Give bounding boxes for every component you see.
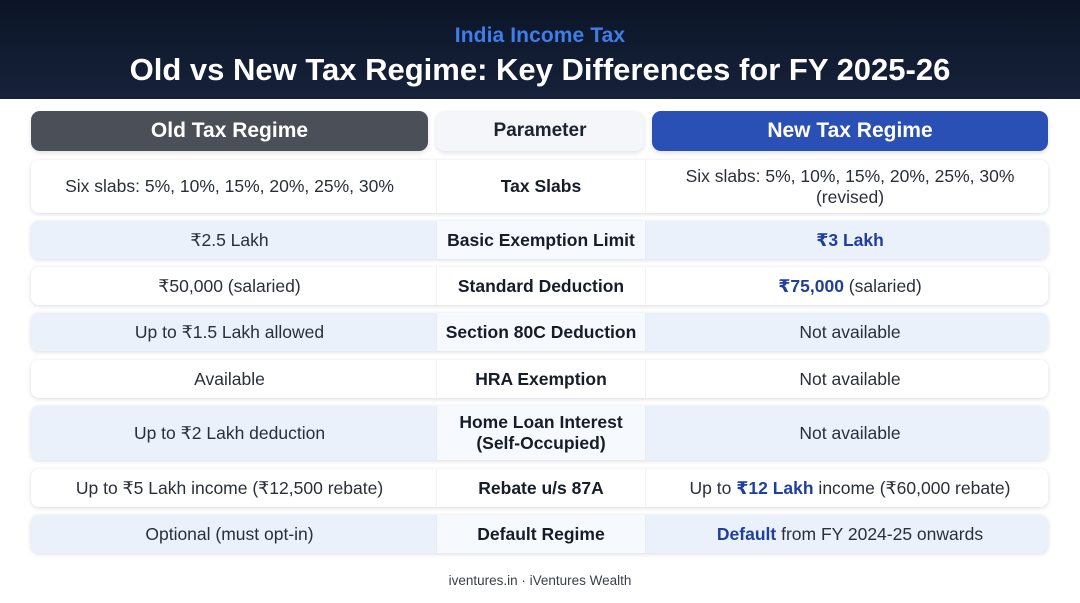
column-header-old-regime: Old Tax Regime bbox=[31, 111, 428, 151]
parameter-cell: Standard Deduction bbox=[436, 267, 646, 305]
footer-credit: iventures.in · iVentures Wealth bbox=[448, 573, 632, 588]
parameter-cell: Rebate u/s 87A bbox=[436, 469, 646, 507]
old-regime-cell: ₹50,000 (salaried) bbox=[158, 275, 301, 296]
new-regime-highlight: Default bbox=[716, 523, 777, 544]
old-regime-cell: Up to ₹5 Lakh income (₹12,500 rebate) bbox=[75, 477, 384, 498]
new-regime-cell: Six slabs: 5%, 10%, 15%, 20%, 25%, 30% (… bbox=[652, 160, 1048, 213]
new-regime-text: Up to ₹12 Lakh income (₹60,000 rebate) bbox=[690, 478, 1011, 499]
parameter-cell: Home Loan Interest (Self-Occupied) bbox=[436, 406, 646, 460]
new-regime-text-post: income (₹60,000 rebate) bbox=[813, 477, 1011, 498]
new-regime-cell: Default from FY 2024-25 onwards bbox=[652, 515, 1048, 553]
old-regime-cell: Available bbox=[194, 368, 265, 389]
new-regime-cell: Not available bbox=[652, 360, 1048, 398]
new-regime-highlight: ₹3 Lakh bbox=[816, 229, 884, 250]
new-regime-cell: Not available bbox=[652, 406, 1048, 460]
page-title: Old vs New Tax Regime: Key Differences f… bbox=[129, 52, 951, 87]
new-regime-text: Not available bbox=[799, 369, 900, 390]
new-regime-text-post: from FY 2024-25 onwards bbox=[776, 523, 984, 544]
new-regime-highlight: ₹12 Lakh bbox=[736, 477, 814, 498]
new-regime-text-post: (salaried) bbox=[843, 275, 922, 296]
parameter-text: Home Loan Interest (Self-Occupied) bbox=[459, 412, 623, 453]
old-regime-cell: ₹2.5 Lakh bbox=[190, 229, 269, 250]
parameter-cell: Default Regime bbox=[436, 515, 646, 553]
new-regime-text-pre: Up to bbox=[689, 477, 737, 498]
new-regime-text-pre: Not available bbox=[799, 321, 901, 342]
new-regime-text: Default from FY 2024-25 onwards bbox=[717, 524, 983, 545]
parameter-cell: Section 80C Deduction bbox=[436, 313, 646, 351]
new-regime-highlight: ₹75,000 bbox=[778, 275, 844, 296]
new-regime-text-pre: Not available bbox=[799, 368, 901, 389]
table-row: Available HRA Exemption Not available bbox=[31, 360, 1048, 398]
new-regime-text-pre: Six slabs: 5%, 10%, 15%, 20%, 25%, 30% (… bbox=[685, 165, 1015, 207]
table-row: Optional (must opt-in) Default Regime De… bbox=[31, 515, 1048, 553]
table-row: Up to ₹2 Lakh deduction Home Loan Intere… bbox=[31, 406, 1048, 460]
column-header-new-regime: New Tax Regime bbox=[652, 111, 1048, 151]
new-regime-cell: ₹75,000 (salaried) bbox=[652, 267, 1048, 305]
table-row: ₹50,000 (salaried) Standard Deduction ₹7… bbox=[31, 267, 1048, 305]
new-regime-cell: Up to ₹12 Lakh income (₹60,000 rebate) bbox=[652, 469, 1048, 507]
old-regime-cell: Six slabs: 5%, 10%, 15%, 20%, 25%, 30% bbox=[65, 176, 394, 196]
new-regime-text: Not available bbox=[799, 322, 900, 343]
old-regime-cell: Optional (must opt-in) bbox=[145, 523, 314, 544]
new-regime-cell: ₹3 Lakh bbox=[652, 221, 1048, 259]
new-regime-text: ₹75,000 (salaried) bbox=[778, 276, 922, 297]
header-eyebrow: India Income Tax bbox=[454, 24, 626, 47]
table-row: Six slabs: 5%, 10%, 15%, 20%, 25%, 30% T… bbox=[31, 160, 1048, 213]
table-row: ₹2.5 Lakh Basic Exemption Limit ₹3 Lakh bbox=[31, 221, 1048, 259]
new-regime-cell: Not available bbox=[652, 313, 1048, 351]
parameter-cell: Tax Slabs bbox=[436, 160, 646, 213]
new-regime-text-pre: Not available bbox=[799, 422, 901, 443]
table-row: Up to ₹5 Lakh income (₹12,500 rebate) Re… bbox=[31, 469, 1048, 507]
table-row: Up to ₹1.5 Lakh allowed Section 80C Dedu… bbox=[31, 313, 1048, 351]
old-regime-cell: Up to ₹1.5 Lakh allowed bbox=[134, 321, 325, 342]
new-regime-text: ₹3 Lakh bbox=[816, 230, 884, 251]
parameter-cell: Basic Exemption Limit bbox=[436, 221, 646, 259]
new-regime-text: Six slabs: 5%, 10%, 15%, 20%, 25%, 30% (… bbox=[680, 166, 1020, 208]
parameter-cell: HRA Exemption bbox=[436, 360, 646, 398]
new-regime-text: Not available bbox=[799, 423, 900, 444]
column-header-parameter: Parameter bbox=[436, 111, 644, 151]
old-regime-cell: Up to ₹2 Lakh deduction bbox=[133, 422, 326, 443]
header-banner: India Income Tax Old vs New Tax Regime: … bbox=[0, 0, 1080, 99]
